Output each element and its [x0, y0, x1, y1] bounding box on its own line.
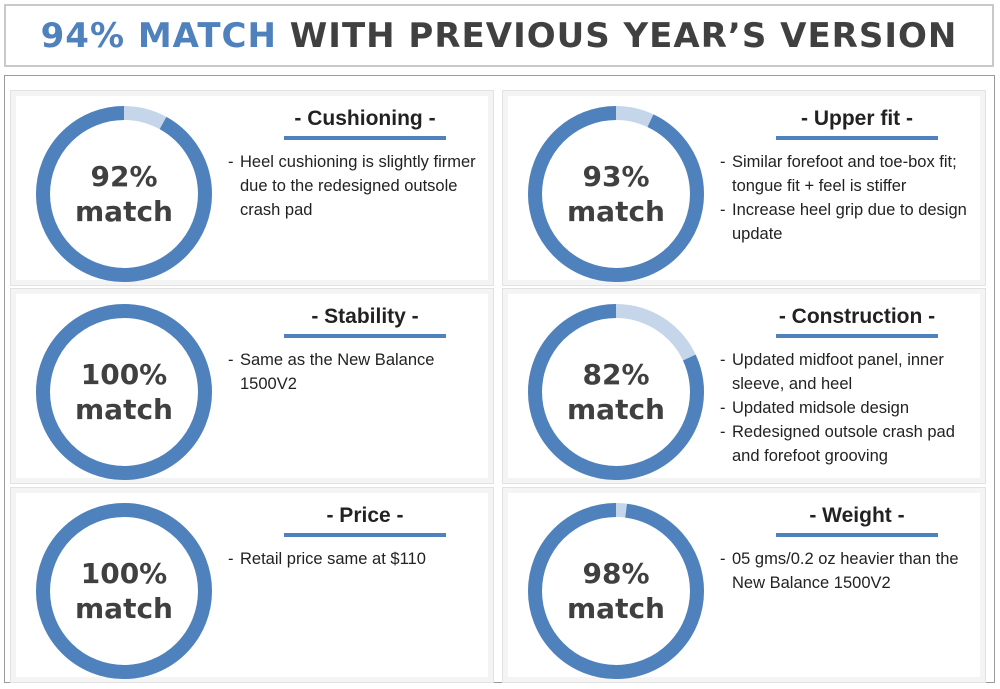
note-item: Retail price same at $110: [228, 547, 490, 571]
donut-label: 100% match: [34, 501, 214, 681]
donut-chart: 92% match: [34, 104, 214, 284]
panel-upper-fit: 93% match - Upper fit - Similar forefoot…: [502, 90, 986, 286]
panel-construction: 82% match - Construction - Updated midfo…: [502, 288, 986, 484]
donut-svg: [528, 106, 704, 282]
match-word: match: [567, 195, 665, 228]
section-heading: - Price -: [284, 501, 446, 537]
donut-value-arc: [528, 304, 704, 480]
donut-label: 92% match: [34, 104, 214, 284]
panel-price: 100% match - Price - Retail price same a…: [10, 487, 494, 683]
donut-value-arc: [36, 304, 212, 480]
match-word: match: [75, 592, 173, 625]
panel-cushioning: 92% match - Cushioning - Heel cushioning…: [10, 90, 494, 286]
heading-underline: [776, 334, 938, 338]
donut-label: 82% match: [526, 302, 706, 482]
donut-value-arc: [528, 503, 704, 679]
donut-svg: [528, 304, 704, 480]
match-word: match: [567, 393, 665, 426]
match-word: match: [567, 592, 665, 625]
donut-value-arc: [36, 106, 212, 282]
note-item: Redesigned outsole crash pad and forefoo…: [720, 420, 982, 468]
note-item: Increase heel grip due to design update: [720, 198, 982, 246]
heading-underline: [284, 334, 446, 338]
donut-svg: [528, 503, 704, 679]
note-item: Similar forefoot and toe-box fit; tongue…: [720, 150, 982, 198]
match-percent: 100%: [80, 557, 168, 590]
note-item: Same as the New Balance 1500V2: [228, 348, 490, 396]
section-title: - Cushioning -: [294, 107, 436, 130]
match-percent: 82%: [582, 358, 650, 391]
donut-label: 93% match: [526, 104, 706, 284]
section-title: - Weight -: [809, 504, 905, 527]
match-word: match: [75, 393, 173, 426]
match-percent: 92%: [90, 160, 158, 193]
section-title: - Upper fit -: [801, 107, 913, 130]
notes-list: Same as the New Balance 1500V2: [228, 348, 490, 396]
donut-chart: 82% match: [526, 302, 706, 482]
section-heading: - Cushioning -: [284, 104, 446, 140]
donut-label: 100% match: [34, 302, 214, 482]
match-percent: 100%: [80, 358, 168, 391]
note-item: 05 gms/0.2 oz heavier than the New Balan…: [720, 547, 982, 595]
title-rest: WITH PREVIOUS YEAR’S VERSION: [289, 15, 958, 56]
section-heading: - Weight -: [776, 501, 938, 537]
notes-list: Retail price same at $110: [228, 547, 490, 571]
notes-list: 05 gms/0.2 oz heavier than the New Balan…: [720, 547, 982, 595]
donut-svg: [36, 503, 212, 679]
match-word: match: [75, 195, 173, 228]
section-heading: - Construction -: [776, 302, 938, 338]
match-percent: 98%: [582, 557, 650, 590]
donut-svg: [36, 304, 212, 480]
donut-svg: [36, 106, 212, 282]
heading-underline: [776, 533, 938, 537]
title-highlight: 94% MATCH: [40, 15, 277, 56]
donut-label: 98% match: [526, 501, 706, 681]
heading-underline: [284, 136, 446, 140]
heading-underline: [776, 136, 938, 140]
note-item: Updated midfoot panel, inner sleeve, and…: [720, 348, 982, 396]
section-title: - Stability -: [311, 305, 419, 328]
donut-value-arc: [36, 503, 212, 679]
section-title: - Price -: [326, 504, 404, 527]
section-heading: - Stability -: [284, 302, 446, 338]
notes-list: Updated midfoot panel, inner sleeve, and…: [720, 348, 982, 468]
match-percent: 93%: [582, 160, 650, 193]
donut-value-arc: [528, 106, 704, 282]
section-heading: - Upper fit -: [776, 104, 938, 140]
page-title: 94% MATCH WITH PREVIOUS YEAR’S VERSION: [4, 4, 994, 67]
donut-chart: 93% match: [526, 104, 706, 284]
donut-chart: 98% match: [526, 501, 706, 681]
section-title: - Construction -: [778, 305, 936, 328]
note-item: Updated midsole design: [720, 396, 982, 420]
notes-list: Heel cushioning is slightly firmer due t…: [228, 150, 490, 222]
panel-stability: 100% match - Stability - Same as the New…: [10, 288, 494, 484]
panel-weight: 98% match - Weight - 05 gms/0.2 oz heavi…: [502, 487, 986, 683]
comparison-grid: 92% match - Cushioning - Heel cushioning…: [4, 75, 995, 683]
note-item: Heel cushioning is slightly firmer due t…: [228, 150, 490, 222]
donut-chart: 100% match: [34, 501, 214, 681]
notes-list: Similar forefoot and toe-box fit; tongue…: [720, 150, 982, 246]
heading-underline: [284, 533, 446, 537]
donut-chart: 100% match: [34, 302, 214, 482]
